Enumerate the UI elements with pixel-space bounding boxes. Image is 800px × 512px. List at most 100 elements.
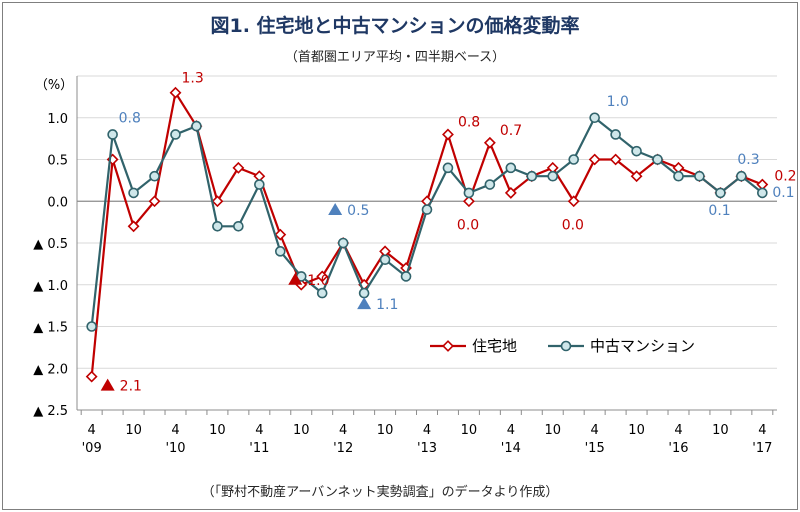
used-condo-point: [694, 170, 705, 182]
residential-land-point: [232, 161, 245, 174]
used-condo-point: [254, 179, 265, 190]
negative-triangle-icon: [328, 203, 343, 215]
used-condo-point: [463, 187, 475, 199]
y-tick-label: ▲ 1.0: [33, 279, 68, 294]
y-tick-label: 0.5: [47, 154, 68, 169]
x-tick-label: 4: [88, 423, 96, 438]
chart-subtitle: （首都圏エリア平均・四半期ベース）: [285, 50, 505, 65]
y-axis-unit: （%）: [35, 78, 73, 93]
used-condo-point: [337, 237, 349, 249]
residential-land-point: [483, 136, 496, 149]
legend: 住宅地 中古マンション: [430, 337, 695, 355]
residential-land-point: [274, 228, 287, 241]
series-line-used-condo: [90, 116, 764, 327]
x-year-label: '13: [417, 441, 437, 456]
legend-label-residential-land: 住宅地: [472, 337, 517, 355]
data-label: 1.1: [376, 297, 398, 313]
x-tick-label: 10: [125, 423, 142, 438]
x-year-label: '14: [501, 441, 521, 456]
used-condo-point: [673, 170, 684, 182]
legend-marker-circle-icon: [560, 340, 572, 352]
data-label: 0.3: [737, 152, 759, 168]
used-condo-point: [505, 162, 517, 174]
used-condo-point: [316, 287, 328, 299]
residential-land-point: [442, 128, 454, 141]
grid-layer: [77, 75, 777, 411]
used-condo-point: [421, 204, 433, 215]
data-label: 0.8: [119, 110, 141, 126]
y-tick-label: 0.0: [47, 195, 68, 210]
axis-layer: 1.0 0.5 0.0 ▲ 0.5 ▲ 1.0 ▲ 1.5 ▲ 2.0 ▲ 2.5 4 10 4 10…: [33, 76, 777, 456]
data-label: 1.3: [182, 71, 204, 87]
data-label: 0.1: [708, 203, 730, 219]
used-condo-point: [379, 254, 391, 266]
x-tick-label: 10: [293, 423, 310, 438]
used-condo-point: [568, 154, 580, 165]
residential-land-point: [588, 153, 601, 166]
residential-land-point: [85, 370, 98, 383]
residential-land-point: [462, 195, 475, 208]
used-condo-point: [610, 129, 621, 140]
used-condo-point: [128, 187, 139, 199]
x-tick-label: 10: [628, 423, 645, 438]
legend-marker-diamond-icon: [442, 340, 454, 352]
data-label: 0.8: [458, 114, 480, 130]
used-condo-point: [589, 112, 600, 124]
used-condo-point: [358, 287, 370, 299]
chart-title: 図1. 住宅地と中古マンションの価格変動率: [210, 14, 579, 37]
negative-triangle-icon: [288, 272, 303, 285]
series-line-residential-land: [90, 91, 763, 377]
x-tick-label: 4: [674, 423, 682, 438]
data-label: 2.1: [120, 379, 142, 395]
data-label: 0.0: [457, 217, 479, 233]
residential-land-point: [609, 153, 622, 166]
residential-land-point: [169, 86, 182, 99]
x-tick-label: 10: [712, 423, 729, 438]
used-condo-point: [484, 179, 496, 190]
residential-land-point: [211, 195, 224, 208]
x-tick-label: 4: [255, 423, 263, 438]
source-note: （「野村不動産アーバンネット実勢調査」のデータより作成）: [202, 484, 559, 500]
used-condo-point: [400, 271, 412, 282]
x-year-label: '10: [165, 441, 185, 456]
x-year-label: '16: [668, 441, 688, 456]
x-year-label: '12: [333, 441, 353, 456]
residential-land-point: [316, 270, 329, 283]
x-year-label: '17: [752, 441, 772, 456]
residential-land-point: [630, 170, 643, 183]
residential-land-point: [567, 195, 580, 208]
negative-triangle-icon: [357, 297, 372, 310]
used-condo-point: [547, 170, 559, 182]
x-tick-label: 4: [591, 423, 599, 438]
used-condo-point: [212, 221, 223, 232]
used-condo-point: [86, 321, 97, 332]
used-condo-point: [107, 129, 118, 140]
x-tick-label: 4: [758, 423, 766, 438]
used-condo-point: [736, 170, 747, 182]
data-label-layer: 2.1 1.3 1.0 0.8 0.0 0.7 0.0 0.2 0.8 0.5 1.1 1.0 0.1 0…: [100, 71, 797, 395]
x-tick-label: 4: [339, 423, 347, 438]
used-condo-point: [274, 246, 286, 257]
x-year-label: '15: [585, 441, 605, 456]
x-year-label: '09: [82, 441, 102, 456]
data-label: 0.5: [347, 203, 369, 219]
used-condo-point: [652, 154, 663, 165]
x-tick-label: 10: [377, 423, 394, 438]
used-condo-point: [715, 187, 726, 199]
residential-land-point: [504, 186, 517, 199]
used-condo-point: [170, 129, 181, 140]
data-label: 0.1: [772, 185, 794, 201]
y-tick-label: ▲ 0.5: [33, 237, 68, 252]
negative-triangle-icon: [100, 378, 115, 391]
used-condo-point: [631, 145, 642, 157]
residential-land-point: [127, 220, 140, 233]
used-condo-point: [233, 221, 244, 232]
used-condo-point: [149, 170, 160, 182]
x-year-label: '11: [249, 441, 269, 456]
used-condo-point: [757, 187, 768, 199]
y-tick-label: ▲ 2.0: [33, 362, 68, 377]
legend-label-used-condo: 中古マンション: [590, 337, 695, 355]
used-condo-point: [191, 120, 202, 132]
data-label: 0.7: [500, 123, 522, 139]
